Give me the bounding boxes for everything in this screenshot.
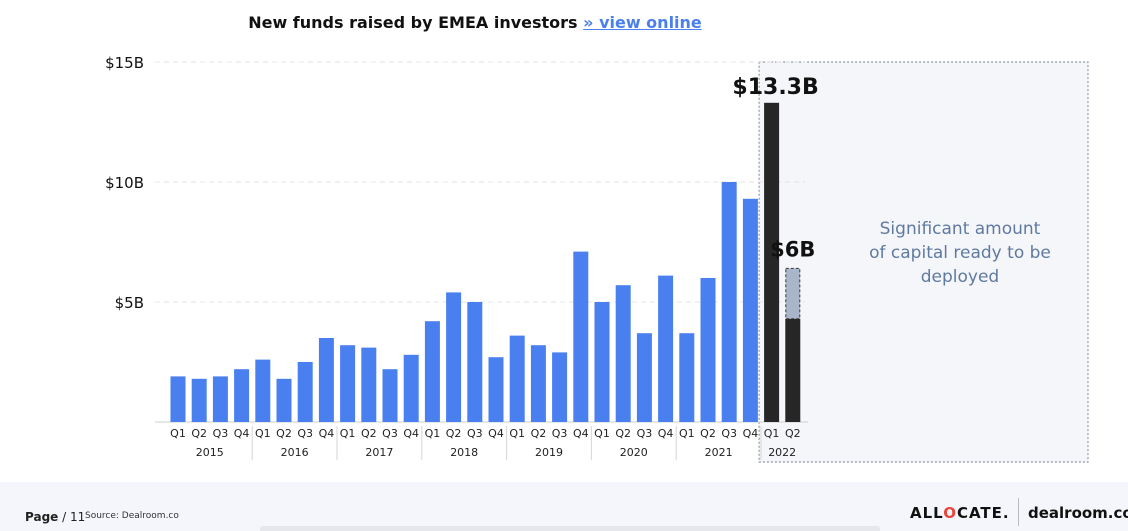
quarter-label: Q1 bbox=[255, 427, 271, 440]
bar-value-label: $6B bbox=[770, 237, 815, 261]
year-label: 2015 bbox=[196, 446, 224, 459]
bar bbox=[488, 357, 504, 422]
quarter-label: Q1 bbox=[509, 427, 525, 440]
bar bbox=[234, 369, 250, 422]
quarter-label: Q1 bbox=[679, 427, 695, 440]
source-note: Source: Dealroom.co bbox=[85, 511, 179, 521]
quarter-label: Q1 bbox=[594, 427, 610, 440]
y-tick-label: $10B bbox=[105, 174, 144, 192]
quarter-label: Q2 bbox=[446, 427, 462, 440]
bar bbox=[552, 352, 568, 422]
bar bbox=[382, 369, 398, 422]
bar bbox=[573, 251, 589, 422]
bar bbox=[658, 275, 674, 422]
year-label: 2021 bbox=[705, 446, 733, 459]
annotation-text: Significant amount bbox=[880, 219, 1041, 239]
bar bbox=[403, 354, 419, 422]
quarter-label: Q3 bbox=[297, 427, 313, 440]
bar bbox=[467, 302, 483, 422]
quarter-label: Q4 bbox=[573, 427, 589, 440]
year-label: 2020 bbox=[620, 446, 648, 459]
quarter-label: Q2 bbox=[700, 427, 716, 440]
y-tick-label: $5B bbox=[115, 294, 144, 312]
year-label: 2016 bbox=[281, 446, 309, 459]
quarter-label: Q2 bbox=[615, 427, 631, 440]
year-label: 2019 bbox=[535, 446, 563, 459]
quarter-label: Q4 bbox=[488, 427, 504, 440]
year-label: 2022 bbox=[768, 446, 796, 459]
quarter-label: Q2 bbox=[191, 427, 207, 440]
page-label: Page / 11 bbox=[25, 510, 85, 524]
year-label: 2018 bbox=[450, 446, 478, 459]
bar bbox=[212, 376, 228, 422]
highlight-region bbox=[758, 61, 1089, 463]
bar bbox=[170, 376, 186, 422]
quarter-label: Q1 bbox=[764, 427, 780, 440]
y-tick-label: $15B bbox=[105, 54, 144, 72]
page-number: / 11 bbox=[62, 510, 86, 524]
bar bbox=[785, 318, 801, 422]
bottom-shadow bbox=[260, 526, 880, 531]
annotation-text: of capital ready to be bbox=[869, 243, 1051, 263]
bar bbox=[509, 335, 525, 422]
bar bbox=[700, 278, 716, 422]
quarter-label: Q4 bbox=[319, 427, 335, 440]
view-online-link[interactable]: » view online bbox=[583, 13, 702, 32]
quarter-label: Q1 bbox=[425, 427, 441, 440]
quarter-label: Q3 bbox=[552, 427, 568, 440]
bar bbox=[446, 292, 462, 422]
bar bbox=[721, 182, 737, 422]
chart-title: New funds raised by EMEA investors » vie… bbox=[0, 13, 950, 32]
bar bbox=[764, 102, 780, 423]
bar bbox=[615, 285, 631, 422]
allocate-logo: ALLOCATE. bbox=[910, 504, 1010, 522]
quarter-label: Q3 bbox=[382, 427, 398, 440]
quarter-label: Q4 bbox=[403, 427, 419, 440]
quarter-label: Q3 bbox=[637, 427, 653, 440]
quarter-label: Q3 bbox=[467, 427, 483, 440]
projected-bar bbox=[785, 267, 801, 320]
dealroom-logo: dealroom.co bbox=[1028, 504, 1128, 522]
bar bbox=[191, 378, 207, 422]
quarter-label: Q2 bbox=[531, 427, 547, 440]
quarter-label: Q3 bbox=[721, 427, 737, 440]
year-label: 2017 bbox=[365, 446, 393, 459]
bar bbox=[742, 198, 758, 422]
bar bbox=[636, 333, 652, 422]
quarter-label: Q2 bbox=[276, 427, 292, 440]
annotation-text: deployed bbox=[921, 267, 999, 287]
bar bbox=[297, 362, 313, 422]
quarter-label: Q1 bbox=[340, 427, 356, 440]
bar bbox=[361, 347, 377, 422]
quarter-label: Q1 bbox=[170, 427, 186, 440]
page-word: Page bbox=[25, 510, 59, 524]
quarter-label: Q2 bbox=[361, 427, 377, 440]
logo-divider bbox=[1018, 498, 1019, 526]
chart-title-text: New funds raised by EMEA investors bbox=[248, 13, 578, 32]
bar bbox=[594, 302, 610, 422]
bar bbox=[424, 321, 440, 422]
bar bbox=[340, 345, 356, 422]
footer: Page / 11 Source: Dealroom.co ALLOCATE. … bbox=[0, 482, 1128, 531]
bar bbox=[255, 359, 271, 422]
quarter-label: Q4 bbox=[658, 427, 674, 440]
bar-chart: $5B $10B $15B $13.3B $6B Q1 Q2 Q3 Q4 Q1 Q2 Q3 Q4 Q1 Q2… bbox=[105, 54, 1089, 463]
quarter-label: Q4 bbox=[234, 427, 250, 440]
bar bbox=[530, 345, 546, 422]
quarter-label: Q3 bbox=[213, 427, 229, 440]
bar bbox=[276, 378, 292, 422]
quarter-label: Q4 bbox=[743, 427, 759, 440]
quarter-label: Q2 bbox=[785, 427, 801, 440]
bar bbox=[318, 338, 334, 422]
bar bbox=[679, 333, 695, 422]
bar-value-label: $13.3B bbox=[732, 75, 818, 100]
